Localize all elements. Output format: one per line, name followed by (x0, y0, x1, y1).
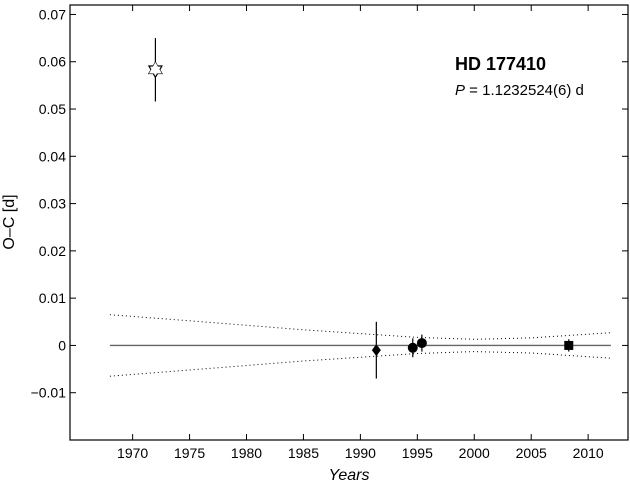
data-point-circle (407, 342, 418, 353)
y-tick-label: 0.06 (39, 54, 66, 70)
y-axis-ticks: −0.01 0 0.01 0.02 0.03 0.04 0.05 0.06 0.07 (31, 6, 628, 401)
x-tick-label: 1980 (231, 445, 262, 461)
x-tick-label: 2010 (573, 445, 604, 461)
y-tick-label: 0.02 (39, 243, 66, 259)
x-axis-title: Years (329, 467, 370, 484)
upper-envelope-line (109, 314, 611, 340)
period-value: = 1.1232524(6) d (465, 82, 584, 99)
y-tick-label: 0.07 (39, 6, 66, 22)
x-tick-label: 2000 (459, 445, 490, 461)
data-points (147, 38, 574, 379)
x-tick-label: 1995 (402, 445, 433, 461)
y-tick-label: 0.01 (39, 290, 66, 306)
confidence-envelopes (109, 314, 611, 377)
y-tick-label: 0 (58, 337, 66, 353)
period-symbol: P (455, 82, 465, 99)
lower-envelope-line (109, 351, 611, 377)
y-tick-label: −0.01 (31, 385, 67, 401)
star-name-label: HD 177410 (455, 54, 546, 74)
data-point-diamond (371, 344, 381, 357)
y-tick-label: 0.04 (39, 148, 66, 164)
x-tick-label: 1990 (345, 445, 376, 461)
x-tick-label: 1970 (117, 445, 148, 461)
data-point-star-fill (148, 62, 162, 74)
data-point-circle (416, 338, 427, 349)
y-tick-label: 0.03 (39, 196, 66, 212)
x-tick-label: 1985 (288, 445, 319, 461)
x-tick-label: 2005 (516, 445, 547, 461)
y-tick-label: 0.05 (39, 101, 66, 117)
period-label: P = 1.1232524(6) d (455, 82, 584, 99)
data-point-square (564, 340, 574, 350)
y-axis-title: O–C [d] (1, 194, 18, 249)
x-axis-ticks: 1970 1975 1980 1985 1990 1995 2000 2005 2010 (117, 5, 604, 461)
x-tick-label: 1975 (174, 445, 205, 461)
plot-frame (69, 4, 629, 441)
